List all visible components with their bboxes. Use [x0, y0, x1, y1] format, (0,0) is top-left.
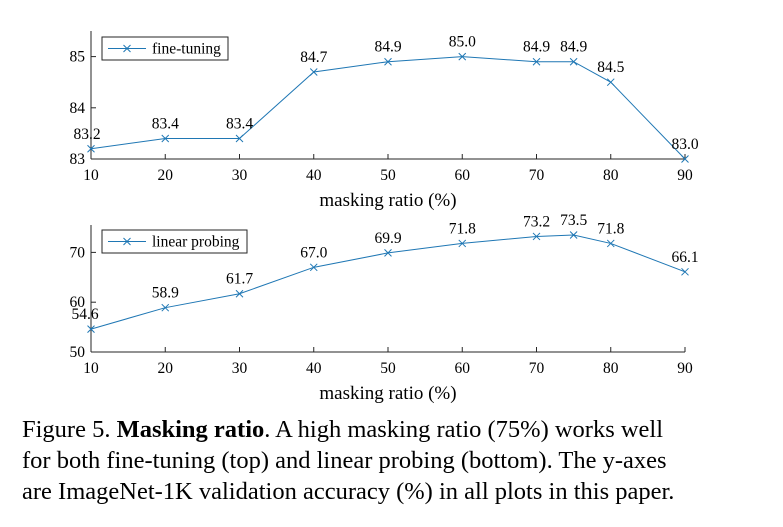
caption-line-1-rest: . A high masking ratio (75%) works well	[264, 416, 664, 443]
bottom-chart-data-label: 54.6	[71, 306, 98, 323]
top-chart-data-label: 84.9	[374, 39, 401, 56]
caption-line-2: for both fine-tuning (top) and linear pr…	[22, 447, 667, 474]
top-chart-x-tick-label: 60	[455, 167, 471, 184]
caption-figure-label: Figure 5.	[22, 416, 111, 443]
top-chart-marks: 83.2 83.4 83.4 84.7 84.9 85.0 84.9 84.9 84.5 83.0	[73, 34, 699, 163]
bottom-chart-point-marker	[309, 263, 318, 272]
top-chart-data-label: 84.9	[523, 39, 550, 56]
top-chart-y-tick-label: 85	[70, 49, 86, 66]
top-chart-x-tick-label: 90	[677, 167, 693, 184]
bottom-chart-series-line	[90, 234, 686, 330]
top-chart-x-tick-label: 70	[529, 167, 545, 184]
bottom-chart-data-label: 71.8	[449, 220, 476, 237]
top-chart-x-tick-label: 50	[380, 167, 396, 184]
bottom-chart-y-tick-label: 70	[70, 244, 86, 261]
bottom-chart-x-tick-label: 10	[83, 360, 99, 377]
bottom-chart-data-label: 69.9	[374, 230, 401, 247]
top-chart-point-marker	[161, 134, 170, 143]
bottom-chart-point-marker	[87, 325, 95, 333]
top-chart-x-tick-label: 20	[158, 167, 174, 184]
top-chart-legend: fine-tuning	[101, 36, 229, 61]
bottom-chart-point-marker	[681, 267, 689, 276]
bottom-chart-legend-box	[101, 229, 248, 254]
top-chart-point-marker	[87, 144, 95, 153]
bottom-chart-x-tick-label: 90	[677, 360, 693, 377]
top-chart-point-marker	[235, 134, 244, 143]
top-chart-data-label: 83.4	[226, 116, 253, 133]
bottom-chart: 10 20 30 40 50 60 70 80 90 50 60 70 54.6 58.9 61.7 67.…	[70, 212, 699, 404]
top-chart-y-tick-label: 83	[70, 151, 86, 168]
bottom-chart-data-label: 73.5	[560, 212, 587, 229]
top-chart-data-label: 84.9	[560, 39, 587, 56]
bottom-chart-data-label: 73.2	[523, 213, 550, 230]
top-chart-point-marker	[309, 68, 318, 76]
bottom-chart-x-tick-label: 30	[232, 360, 248, 377]
bottom-chart-axes: 10 20 30 40 50 60 70 80 90 50 60 70	[70, 225, 693, 377]
caption-line-3: are ImageNet-1K validation accuracy (%) …	[22, 478, 675, 505]
bottom-chart-legend-marker	[123, 237, 131, 246]
top-chart-point-marker	[569, 57, 578, 66]
top-chart-data-label: 83.4	[152, 116, 179, 133]
figure-caption: Figure 5. Masking ratio. A high masking …	[22, 414, 762, 507]
top-chart-point-marker	[606, 78, 615, 87]
top-chart-x-tick-label: 40	[306, 167, 322, 184]
top-chart-point-marker	[458, 52, 467, 61]
bottom-chart-legend: linear probing	[101, 229, 248, 254]
top-chart-point-marker	[384, 57, 392, 66]
bottom-chart-x-tick-label: 40	[306, 360, 322, 377]
top-chart-x-tick-label: 30	[232, 167, 248, 184]
top-chart-xlabel: masking ratio (%)	[319, 190, 456, 211]
top-chart-x-tick-label: 80	[603, 167, 619, 184]
top-chart-legend-box	[101, 36, 229, 61]
top-chart-legend-marker	[123, 44, 131, 53]
bottom-chart-point-marker	[161, 303, 170, 312]
bottom-chart-data-label: 66.1	[671, 249, 698, 266]
top-chart-data-label: 85.0	[449, 34, 476, 51]
bottom-chart-y-tick-label: 60	[70, 294, 86, 311]
top-chart-point-marker	[532, 57, 541, 66]
top-chart-legend-label: fine-tuning	[152, 41, 221, 58]
top-chart-y-tick-label: 84	[70, 100, 86, 117]
top-chart-data-label: 83.2	[73, 126, 100, 143]
figure: 10 20 30 40 50 60 70 80 90 83 84 85 83.2 83.4 83.4 84.…	[70, 31, 699, 404]
bottom-chart-xlabel: masking ratio (%)	[319, 383, 456, 404]
bottom-chart-point-marker	[235, 289, 244, 298]
bottom-chart-point-marker	[532, 232, 541, 241]
bottom-chart-x-tick-label: 60	[455, 360, 471, 377]
bottom-chart-data-label: 67.0	[300, 244, 327, 261]
bottom-chart-x-tick-label: 80	[603, 360, 619, 377]
top-chart-axes: 10 20 30 40 50 60 70 80 90 83 84 85	[70, 31, 693, 184]
top-chart: 10 20 30 40 50 60 70 80 90 83 84 85 83.2 83.4 83.4 84.…	[70, 31, 699, 211]
bottom-chart-x-tick-label: 20	[158, 360, 174, 377]
caption-title: Masking ratio	[116, 416, 265, 443]
top-chart-data-label: 84.5	[597, 59, 624, 76]
caption-line-1: Figure 5. Masking ratio. A high masking …	[22, 414, 762, 445]
bottom-chart-point-marker	[384, 249, 392, 257]
bottom-chart-data-label: 58.9	[152, 285, 179, 302]
bottom-chart-point-marker	[606, 239, 615, 248]
top-chart-data-label: 84.7	[300, 49, 327, 66]
bottom-chart-point-marker	[458, 239, 467, 248]
bottom-chart-x-tick-label: 70	[529, 360, 545, 377]
top-chart-data-label: 83.0	[671, 136, 698, 153]
bottom-chart-y-tick-label: 50	[70, 344, 86, 361]
bottom-chart-data-label: 61.7	[226, 271, 253, 288]
bottom-chart-marks: 54.6 58.9 61.7 67.0 69.9 71.8 73.2 73.5 71.8 66.1	[71, 212, 699, 333]
bottom-chart-x-tick-label: 50	[380, 360, 396, 377]
top-chart-x-tick-label: 10	[83, 167, 99, 184]
bottom-chart-legend-label: linear probing	[152, 234, 240, 251]
top-chart-series-line	[90, 56, 686, 160]
top-chart-point-marker	[681, 155, 689, 163]
bottom-chart-point-marker	[569, 231, 578, 239]
bottom-chart-data-label: 71.8	[597, 220, 624, 237]
